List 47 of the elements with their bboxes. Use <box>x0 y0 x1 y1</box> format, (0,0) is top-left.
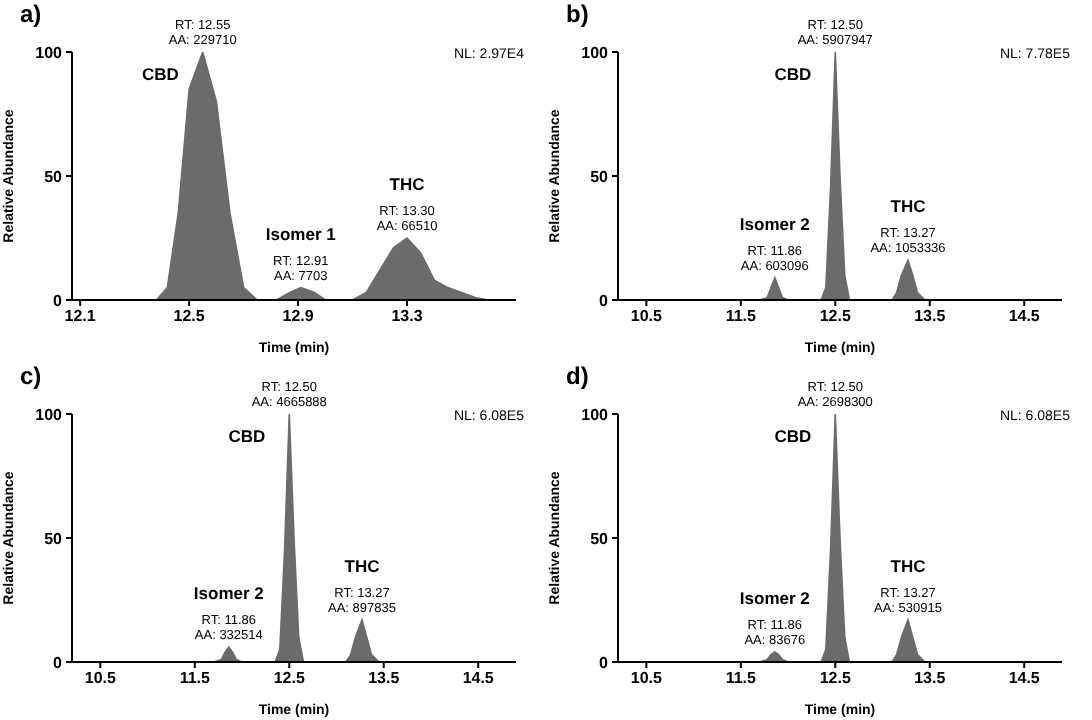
x-tick-label: 12.1 <box>64 307 97 326</box>
y-tick-label: 0 <box>53 653 64 672</box>
annotation: THC <box>389 174 425 194</box>
y-tick-label: 50 <box>44 529 64 548</box>
x-tick-label: 13.5 <box>914 669 947 688</box>
x-tick-label: 11.5 <box>179 669 212 688</box>
x-tick-label: 12.5 <box>819 307 852 326</box>
y-tick-label: 50 <box>590 167 610 186</box>
annotation: Isomer 1 <box>265 223 337 244</box>
annotation: CBD <box>774 64 812 84</box>
annotation: CBD <box>141 64 179 84</box>
x-tick-label: 10.5 <box>630 669 663 688</box>
x-tick-label: 13.3 <box>391 307 424 326</box>
y-tick-label: 0 <box>599 653 610 672</box>
annotation: Isomer 2 <box>739 588 811 609</box>
x-tick-label: 12.5 <box>273 669 306 688</box>
annotation: Isomer 2 <box>193 583 265 604</box>
x-tick-label: 14.5 <box>1008 669 1041 688</box>
x-tick-label: 13.5 <box>914 307 947 326</box>
x-tick-label: 14.5 <box>462 669 495 688</box>
y-tick-label: 50 <box>590 529 610 548</box>
y-tick-label: 50 <box>44 167 64 186</box>
chart-title: c) <box>20 362 42 390</box>
x-tick-label: 13.5 <box>368 669 401 688</box>
y-tick-label: 100 <box>35 405 64 424</box>
x-tick-label: 12.5 <box>173 307 206 326</box>
y-tick-label: 0 <box>599 291 610 310</box>
annotation: THC <box>344 555 380 576</box>
x-tick-label: 11.5 <box>725 669 758 688</box>
chart-title: a) <box>20 0 42 28</box>
y-tick-label: 100 <box>35 43 64 62</box>
x-tick-label: 10.5 <box>630 307 663 326</box>
x-tick-label: 12.9 <box>282 307 315 326</box>
chart-title: d) <box>566 362 589 390</box>
chart-title: b) <box>566 0 589 28</box>
y-tick-label: 100 <box>581 43 610 62</box>
x-tick-label: 12.5 <box>819 669 852 688</box>
annotation: CBD <box>228 426 266 446</box>
y-tick-label: 100 <box>581 405 610 424</box>
y-tick-label: 0 <box>53 291 64 310</box>
annotation: THC <box>890 555 926 576</box>
x-tick-label: 11.5 <box>725 307 758 326</box>
x-tick-label: 14.5 <box>1008 307 1041 326</box>
annotation: CBD <box>774 426 812 446</box>
annotation: Isomer 2 <box>739 213 811 234</box>
x-tick-label: 10.5 <box>84 669 117 688</box>
annotation: THC <box>890 196 926 217</box>
